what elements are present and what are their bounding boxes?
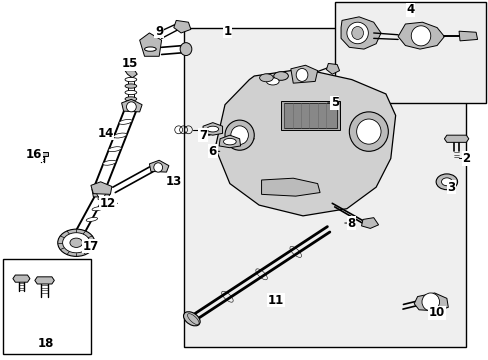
Bar	[283, 103, 336, 128]
Ellipse shape	[421, 293, 439, 311]
Ellipse shape	[126, 102, 136, 112]
Text: 15: 15	[122, 57, 138, 70]
Text: 3: 3	[447, 181, 455, 194]
Polygon shape	[35, 277, 54, 284]
Polygon shape	[125, 71, 137, 78]
Ellipse shape	[124, 106, 137, 111]
Text: 10: 10	[428, 306, 444, 319]
Polygon shape	[458, 31, 477, 41]
Ellipse shape	[92, 207, 103, 211]
Bar	[334, 3, 485, 103]
Text: 16: 16	[25, 148, 42, 161]
Polygon shape	[215, 69, 395, 216]
Ellipse shape	[113, 133, 126, 138]
Ellipse shape	[230, 126, 248, 144]
Polygon shape	[91, 182, 112, 194]
Text: 12: 12	[100, 197, 116, 210]
Ellipse shape	[410, 26, 430, 46]
Text: 5: 5	[330, 96, 338, 109]
Polygon shape	[326, 63, 339, 74]
Ellipse shape	[180, 42, 191, 55]
Polygon shape	[92, 185, 110, 197]
Ellipse shape	[154, 163, 162, 172]
Circle shape	[435, 174, 457, 190]
Polygon shape	[173, 21, 190, 33]
Polygon shape	[140, 33, 161, 56]
Ellipse shape	[98, 196, 109, 200]
Polygon shape	[361, 218, 378, 228]
Bar	[281, 101, 339, 130]
Ellipse shape	[183, 312, 200, 326]
Polygon shape	[290, 65, 317, 83]
Text: 7: 7	[199, 129, 207, 142]
Ellipse shape	[296, 68, 307, 81]
Polygon shape	[397, 22, 444, 49]
Text: 1: 1	[223, 25, 231, 38]
Ellipse shape	[348, 112, 387, 151]
Text: 14: 14	[97, 127, 114, 140]
Ellipse shape	[125, 77, 137, 82]
Polygon shape	[340, 17, 380, 49]
Text: 18: 18	[38, 337, 54, 350]
Ellipse shape	[346, 22, 367, 44]
Circle shape	[70, 238, 82, 247]
Ellipse shape	[266, 78, 279, 85]
Ellipse shape	[206, 126, 218, 132]
Ellipse shape	[108, 147, 121, 152]
Circle shape	[441, 178, 451, 186]
Ellipse shape	[125, 97, 137, 101]
Ellipse shape	[351, 27, 363, 40]
Polygon shape	[203, 123, 222, 135]
Text: 2: 2	[461, 152, 469, 165]
Polygon shape	[413, 293, 447, 311]
Bar	[3, 259, 91, 354]
Polygon shape	[13, 275, 30, 282]
Text: 11: 11	[267, 294, 284, 307]
Ellipse shape	[144, 47, 156, 51]
Text: 4: 4	[406, 3, 413, 16]
Text: 8: 8	[347, 216, 355, 230]
Bar	[183, 28, 466, 347]
Bar	[37, 152, 48, 156]
Ellipse shape	[273, 72, 288, 80]
Text: 17: 17	[82, 240, 99, 253]
Ellipse shape	[224, 120, 254, 150]
Polygon shape	[219, 135, 240, 148]
Text: 6: 6	[208, 145, 217, 158]
Ellipse shape	[356, 119, 380, 144]
Polygon shape	[61, 235, 91, 246]
Polygon shape	[261, 178, 320, 196]
Ellipse shape	[125, 84, 137, 88]
Polygon shape	[149, 160, 168, 172]
Circle shape	[58, 229, 95, 256]
Ellipse shape	[86, 217, 98, 221]
Circle shape	[62, 233, 90, 253]
Ellipse shape	[259, 74, 273, 82]
Ellipse shape	[102, 160, 116, 165]
Text: 13: 13	[165, 175, 182, 188]
Ellipse shape	[119, 120, 132, 124]
Text: 9: 9	[155, 25, 163, 38]
Polygon shape	[122, 99, 142, 112]
Polygon shape	[444, 135, 468, 142]
Ellipse shape	[223, 138, 236, 145]
Ellipse shape	[125, 90, 137, 95]
Ellipse shape	[97, 188, 105, 198]
